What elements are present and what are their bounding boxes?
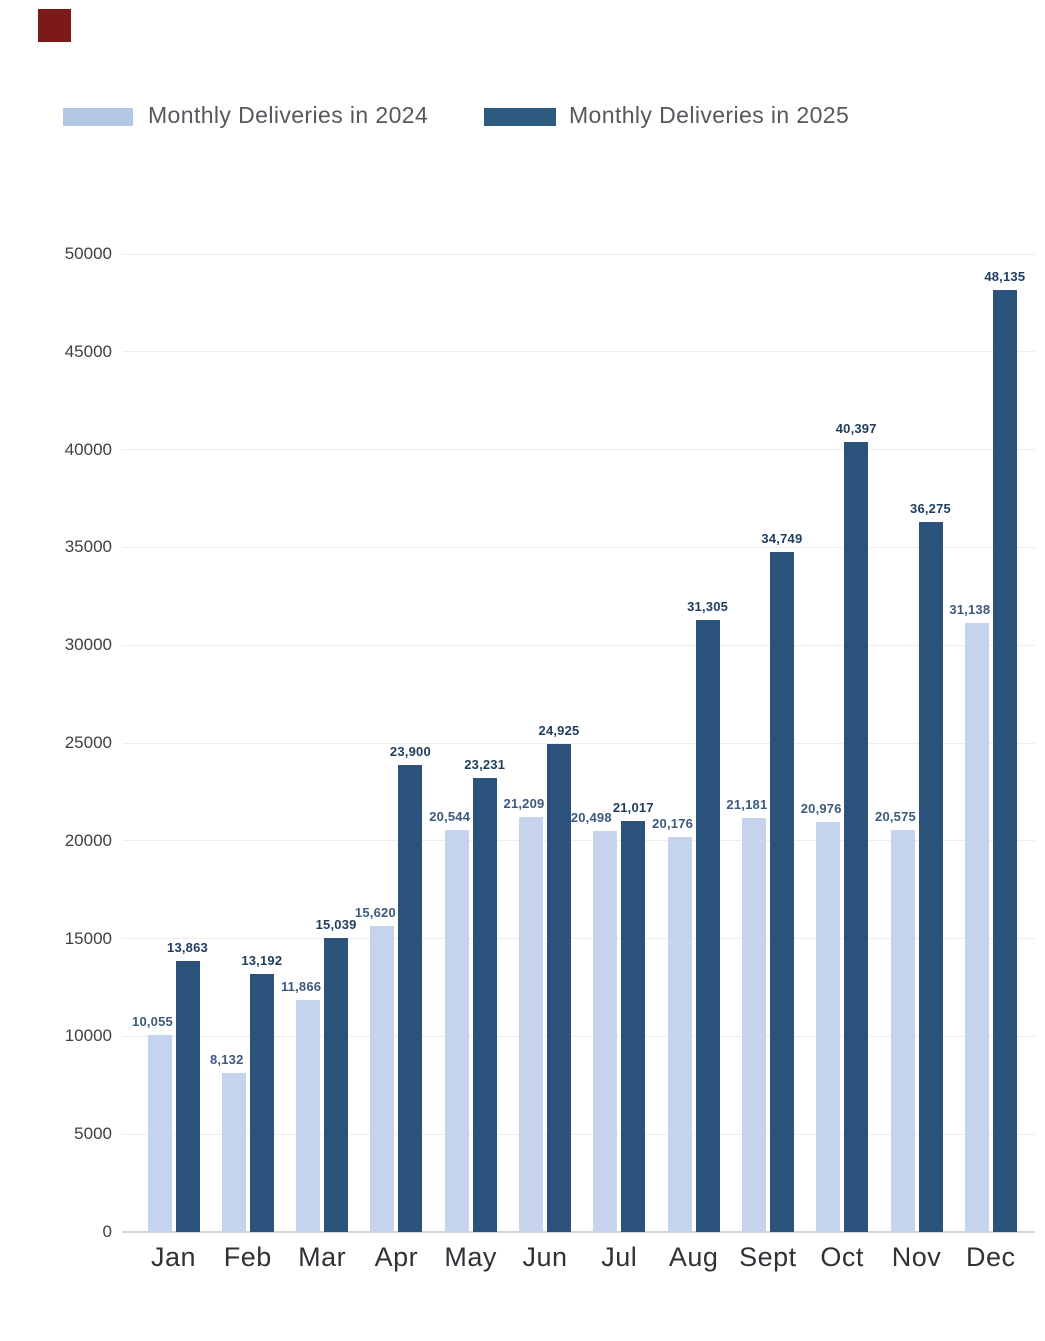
bar-2024-jan bbox=[147, 1035, 172, 1232]
legend-swatch-2024 bbox=[63, 108, 133, 126]
y-tick-50000: 50000 bbox=[64, 244, 112, 263]
bar-2025-apr bbox=[398, 764, 423, 1232]
value-label-2025-sept: 34,749 bbox=[761, 531, 803, 547]
bar-2024-oct bbox=[816, 821, 841, 1232]
bar-2024-may bbox=[444, 830, 469, 1232]
bar-2024-apr bbox=[370, 926, 395, 1232]
x-tick-nov: Nov bbox=[891, 1242, 942, 1272]
x-tick-feb: Feb bbox=[223, 1242, 272, 1272]
red-square-marker bbox=[38, 9, 71, 42]
y-tick-10000: 10000 bbox=[64, 1026, 112, 1046]
value-label-2025-jul: 21,017 bbox=[612, 799, 654, 815]
value-label-2024-feb: 8,132 bbox=[210, 1051, 244, 1067]
gridline-20000 bbox=[122, 840, 1035, 842]
bar-2024-dec bbox=[964, 622, 989, 1232]
x-tick-aug: Aug bbox=[668, 1242, 719, 1272]
bar-2025-sept bbox=[769, 552, 794, 1232]
x-tick-dec: Dec bbox=[966, 1242, 1016, 1272]
value-label-2024-mar: 11,866 bbox=[280, 978, 322, 994]
value-label-2024-may: 20,544 bbox=[429, 809, 471, 825]
x-tick-may: May bbox=[444, 1242, 497, 1272]
x-tick-mar: Mar bbox=[298, 1242, 347, 1272]
value-label-2025-dec: 48,135 bbox=[984, 269, 1026, 285]
x-tick-jul: Jul bbox=[601, 1242, 638, 1272]
bar-2024-mar bbox=[296, 999, 321, 1232]
x-tick-jan: Jan bbox=[150, 1242, 197, 1272]
bar-2025-mar bbox=[324, 937, 349, 1232]
bar-2025-nov bbox=[918, 522, 943, 1232]
x-tick-sept: Sept bbox=[739, 1242, 797, 1272]
y-tick-45000: 45000 bbox=[64, 341, 112, 361]
bar-2025-aug bbox=[695, 619, 720, 1232]
value-label-2025-jun: 24,925 bbox=[538, 723, 580, 739]
value-label-2025-oct: 40,397 bbox=[835, 420, 877, 436]
gridline-50000 bbox=[122, 253, 1035, 255]
gridline-0 bbox=[122, 1231, 1035, 1233]
value-label-2024-jun: 21,209 bbox=[503, 796, 545, 812]
gridline-25000 bbox=[122, 742, 1035, 744]
value-label-2025-may: 23,231 bbox=[464, 756, 506, 772]
y-tick-20000: 20000 bbox=[64, 830, 112, 850]
value-label-2024-dec: 31,138 bbox=[949, 601, 991, 617]
bar-2025-jan bbox=[175, 960, 200, 1232]
gridline-5000 bbox=[122, 1133, 1035, 1135]
bar-2024-nov bbox=[890, 829, 915, 1232]
value-label-2024-jul: 20,498 bbox=[570, 810, 612, 826]
gridline-10000 bbox=[122, 1035, 1035, 1037]
gridline-45000 bbox=[122, 351, 1035, 353]
bar-2024-jun bbox=[519, 817, 543, 1232]
value-label-2025-feb: 13,192 bbox=[241, 952, 283, 968]
x-tick-apr: Apr bbox=[374, 1242, 419, 1272]
bar-2024-aug bbox=[667, 837, 692, 1232]
value-label-2024-sept: 21,181 bbox=[726, 796, 768, 812]
x-tick-oct: Oct bbox=[820, 1242, 864, 1272]
value-label-2025-mar: 15,039 bbox=[315, 916, 357, 932]
bar-2025-jul bbox=[621, 820, 646, 1232]
value-label-2024-oct: 20,976 bbox=[800, 800, 842, 816]
value-label-2024-nov: 20,575 bbox=[875, 808, 916, 824]
value-label-2025-nov: 36,275 bbox=[910, 501, 951, 517]
legend-label-2025: Monthly Deliveries in 2025 bbox=[569, 102, 850, 128]
gridline-40000 bbox=[122, 449, 1035, 451]
y-tick-15000: 15000 bbox=[64, 928, 112, 948]
value-label-2024-apr: 15,620 bbox=[354, 905, 396, 921]
gridline-30000 bbox=[122, 644, 1035, 646]
bar-2025-oct bbox=[844, 441, 869, 1232]
y-tick-35000: 35000 bbox=[64, 537, 112, 557]
bar-2025-dec bbox=[992, 290, 1017, 1232]
bar-2025-may bbox=[472, 777, 497, 1232]
y-tick-25000: 25000 bbox=[64, 733, 112, 752]
value-label-2025-apr: 23,900 bbox=[389, 743, 431, 759]
bar-2025-feb bbox=[249, 973, 274, 1232]
bar-2025-jun bbox=[547, 744, 571, 1232]
y-tick-0: 0 bbox=[102, 1222, 112, 1241]
gridline-35000 bbox=[122, 546, 1035, 548]
x-tick-jun: Jun bbox=[522, 1242, 568, 1272]
value-label-2025-aug: 31,305 bbox=[687, 598, 729, 614]
value-label-2024-aug: 20,176 bbox=[652, 816, 694, 832]
bar-2024-feb bbox=[221, 1072, 246, 1232]
bar-2024-jul bbox=[593, 831, 618, 1232]
value-label-2024-jan: 10,055 bbox=[132, 1014, 173, 1030]
gridline-15000 bbox=[122, 938, 1035, 940]
value-label-2025-jan: 13,863 bbox=[167, 939, 208, 955]
y-tick-5000: 5000 bbox=[74, 1124, 112, 1144]
bar-2024-sept bbox=[741, 817, 766, 1232]
legend-swatch-2025 bbox=[484, 108, 556, 126]
y-tick-30000: 30000 bbox=[64, 635, 112, 655]
y-tick-40000: 40000 bbox=[64, 439, 112, 459]
legend-label-2024: Monthly Deliveries in 2024 bbox=[148, 102, 429, 128]
